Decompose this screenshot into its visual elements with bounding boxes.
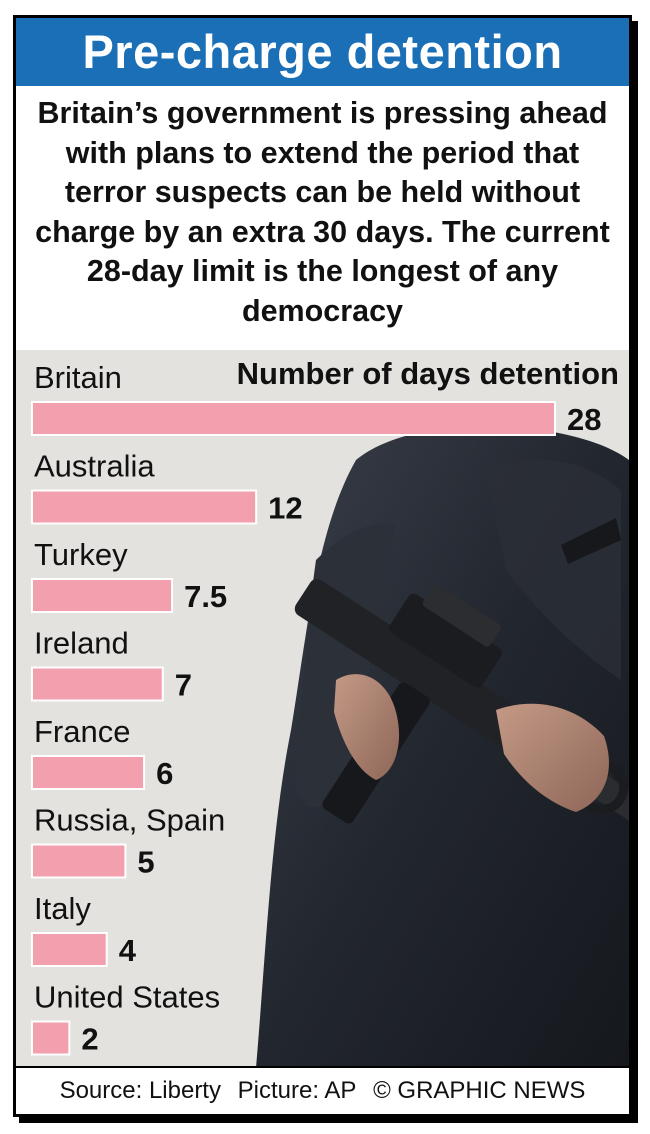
value-label-italy: 4 <box>119 933 137 968</box>
category-label-turkey: Turkey <box>34 537 128 572</box>
value-label-ireland: 7 <box>175 668 192 703</box>
category-label-united-states: United States <box>34 980 220 1015</box>
category-label-france: France <box>34 714 130 749</box>
value-label-britain: 28 <box>567 402 601 437</box>
bar-russia-spain <box>31 843 127 879</box>
category-label-italy: Italy <box>34 891 91 926</box>
value-label-turkey: 7.5 <box>184 579 227 614</box>
armed-police-officer-photo <box>256 426 629 1068</box>
category-label-russia-spain: Russia, Spain <box>34 803 225 838</box>
source-credit: Source: Liberty <box>59 1077 221 1104</box>
infographic-frame: Pre-charge detention Britain’s governmen… <box>13 15 632 1117</box>
chart-panel: Number of days detention Britain 28 Austra… <box>16 350 629 1068</box>
category-label-ireland: Ireland <box>34 626 129 661</box>
category-label-australia: Australia <box>34 449 155 484</box>
value-label-russia-spain: 5 <box>137 845 154 880</box>
copyright-credit: © GRAPHIC NEWS <box>373 1077 586 1104</box>
bar-chart: Britain 28 Australia 12 Turkey 7.5 Ireland 7 Fra… <box>31 360 601 1057</box>
bar-turkey <box>31 578 174 613</box>
value-label-united-states: 2 <box>81 1022 98 1057</box>
category-label-britain: Britain <box>34 360 122 395</box>
page-title: Pre-charge detention <box>16 18 629 86</box>
bar-ireland <box>31 666 164 702</box>
bar-australia <box>31 489 258 525</box>
footer: Source: Liberty Picture: AP © GRAPHIC NE… <box>16 1066 629 1114</box>
bar-france <box>31 755 146 790</box>
value-label-france: 6 <box>156 756 173 791</box>
measure-label: Number of days detention <box>236 356 619 391</box>
value-label-australia: 12 <box>268 491 302 526</box>
bar-italy <box>31 932 108 967</box>
bar-britain <box>31 401 556 436</box>
subtitle: Britain’s government is pressing ahead w… <box>35 96 610 328</box>
picture-credit: Picture: AP <box>237 1077 357 1104</box>
bar-united-states <box>31 1020 71 1056</box>
